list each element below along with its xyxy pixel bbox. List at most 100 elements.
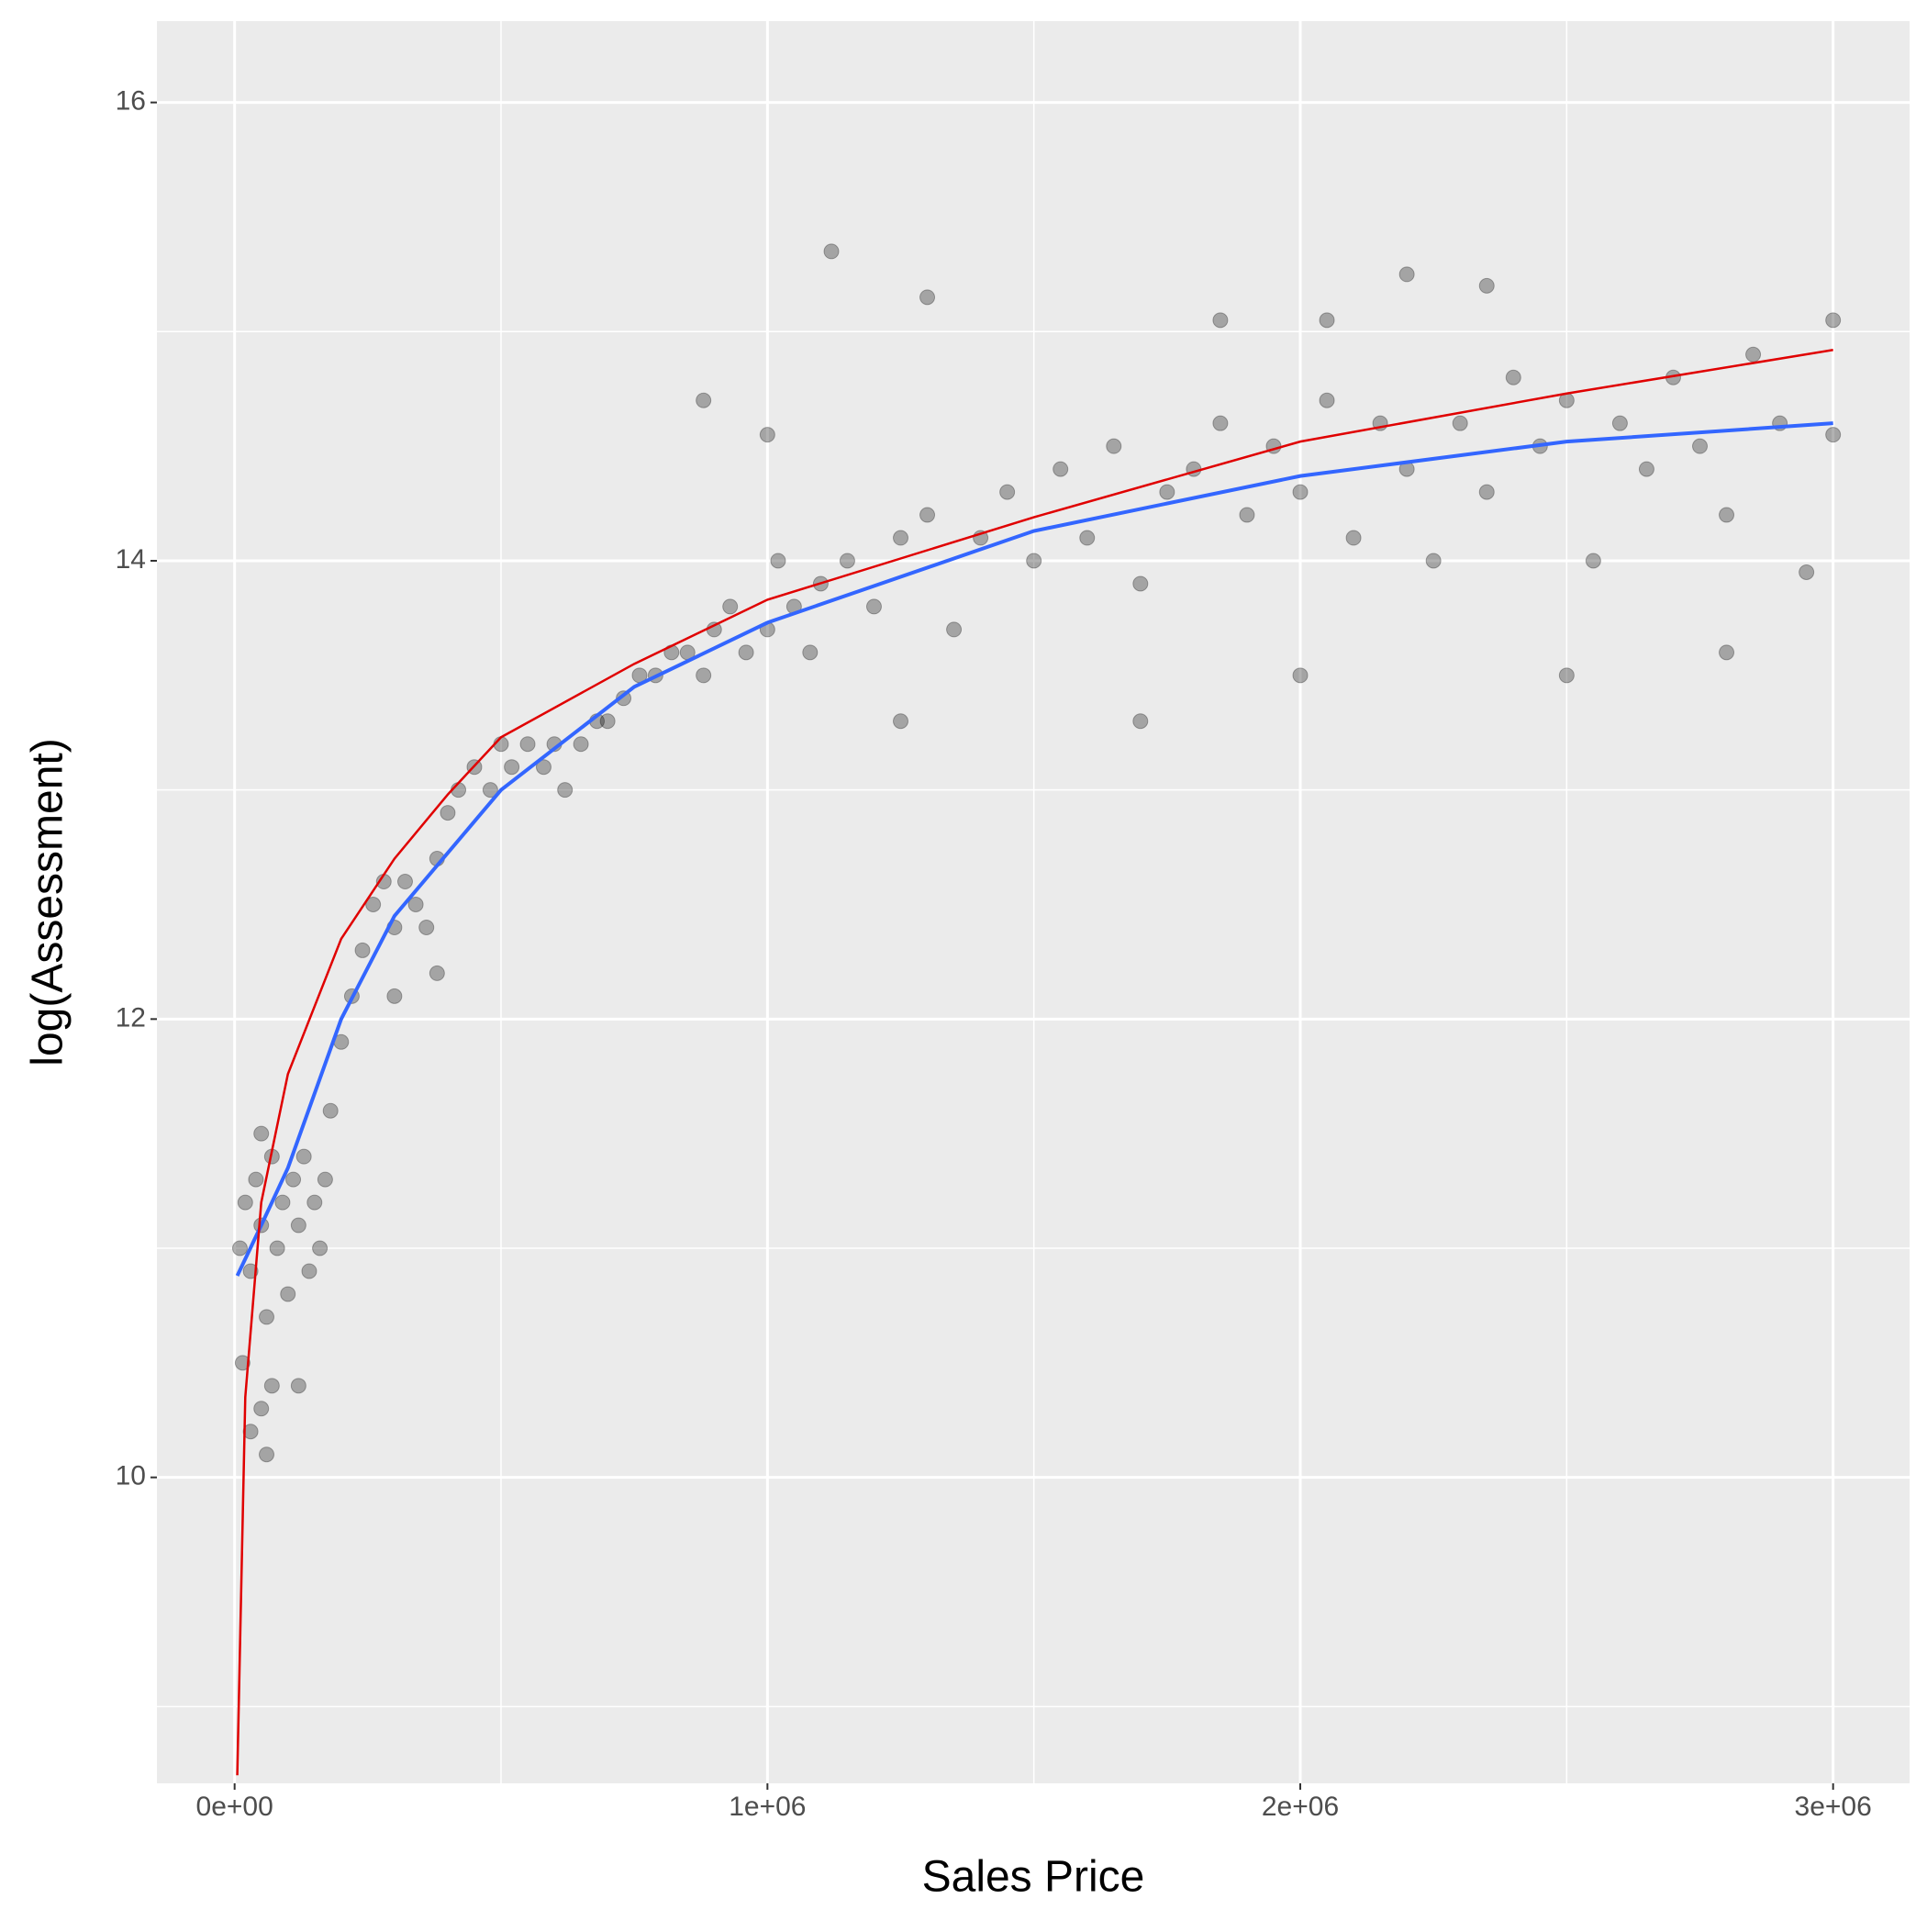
point bbox=[1212, 312, 1229, 329]
point bbox=[290, 1217, 306, 1234]
point bbox=[263, 1378, 280, 1394]
point bbox=[919, 289, 936, 306]
point bbox=[386, 988, 403, 1004]
point bbox=[696, 392, 712, 408]
point bbox=[1398, 266, 1415, 283]
x-tick-label: 2e+06 bbox=[1262, 1792, 1339, 1822]
point bbox=[1212, 415, 1229, 431]
point bbox=[1825, 427, 1842, 443]
point bbox=[242, 1424, 259, 1440]
point bbox=[557, 782, 574, 798]
point bbox=[1585, 553, 1601, 569]
point bbox=[1719, 644, 1735, 661]
point bbox=[696, 667, 712, 684]
point bbox=[535, 759, 551, 776]
point bbox=[407, 896, 424, 912]
point bbox=[919, 507, 936, 523]
point bbox=[722, 598, 739, 615]
point bbox=[396, 874, 413, 890]
point bbox=[482, 782, 498, 798]
point bbox=[259, 1309, 275, 1325]
point bbox=[893, 530, 909, 546]
y-tick-label: 10 bbox=[116, 1461, 146, 1491]
point bbox=[1319, 392, 1335, 408]
point bbox=[317, 1171, 333, 1188]
point bbox=[1692, 438, 1709, 454]
point bbox=[1159, 484, 1175, 500]
point bbox=[839, 553, 855, 569]
point bbox=[1132, 575, 1149, 592]
point bbox=[253, 1401, 270, 1417]
x-tick-label: 3e+06 bbox=[1795, 1792, 1872, 1822]
point bbox=[573, 736, 589, 753]
point bbox=[1505, 369, 1521, 385]
point bbox=[234, 1355, 251, 1371]
point bbox=[365, 896, 382, 912]
point bbox=[999, 484, 1016, 500]
y-tick-label: 16 bbox=[116, 86, 146, 117]
x-tick-label: 1e+06 bbox=[729, 1792, 806, 1822]
point bbox=[269, 1240, 285, 1256]
point bbox=[440, 805, 456, 821]
point bbox=[259, 1446, 275, 1463]
point bbox=[1425, 553, 1442, 569]
point bbox=[301, 1263, 317, 1279]
x-tick-label: 0e+00 bbox=[196, 1792, 273, 1822]
point bbox=[237, 1194, 253, 1211]
point bbox=[1745, 346, 1762, 363]
point bbox=[1452, 415, 1468, 431]
point bbox=[1106, 438, 1122, 454]
point bbox=[1719, 507, 1735, 523]
point bbox=[418, 919, 435, 935]
point bbox=[1825, 312, 1842, 329]
point bbox=[893, 713, 909, 730]
point bbox=[599, 713, 616, 730]
x-axis-title: Sales Price bbox=[922, 1853, 1145, 1902]
point bbox=[312, 1240, 329, 1256]
point bbox=[1478, 277, 1495, 294]
point bbox=[823, 243, 840, 260]
point bbox=[1239, 507, 1255, 523]
point bbox=[274, 1194, 291, 1211]
point bbox=[759, 427, 775, 443]
point bbox=[354, 942, 371, 958]
point bbox=[1558, 667, 1575, 684]
point bbox=[1292, 484, 1309, 500]
point bbox=[770, 553, 786, 569]
point bbox=[1799, 564, 1815, 580]
point bbox=[295, 1148, 312, 1165]
point bbox=[322, 1102, 339, 1119]
point bbox=[285, 1171, 302, 1188]
point bbox=[1053, 461, 1069, 477]
point bbox=[1079, 530, 1096, 546]
point bbox=[519, 736, 536, 753]
point bbox=[1478, 484, 1495, 500]
point bbox=[738, 644, 754, 661]
point bbox=[1292, 667, 1309, 684]
point bbox=[253, 1125, 270, 1142]
point bbox=[1132, 713, 1149, 730]
point bbox=[865, 598, 882, 615]
point bbox=[248, 1171, 264, 1188]
point bbox=[280, 1286, 296, 1302]
y-tick-label: 14 bbox=[116, 544, 146, 575]
y-tick-label: 12 bbox=[116, 1002, 146, 1033]
point bbox=[1026, 553, 1042, 569]
point bbox=[802, 644, 819, 661]
fit-line bbox=[235, 421, 1833, 1277]
point bbox=[231, 1240, 248, 1256]
point bbox=[306, 1194, 323, 1211]
y-axis-title: log(Assessment) bbox=[24, 738, 72, 1066]
point bbox=[1345, 530, 1362, 546]
point bbox=[1638, 461, 1654, 477]
point bbox=[1611, 415, 1628, 431]
point bbox=[946, 621, 963, 638]
point bbox=[504, 759, 520, 776]
point bbox=[429, 965, 445, 981]
point bbox=[290, 1378, 306, 1394]
point bbox=[1319, 312, 1335, 329]
point bbox=[616, 690, 632, 707]
fit-line bbox=[236, 349, 1833, 1776]
